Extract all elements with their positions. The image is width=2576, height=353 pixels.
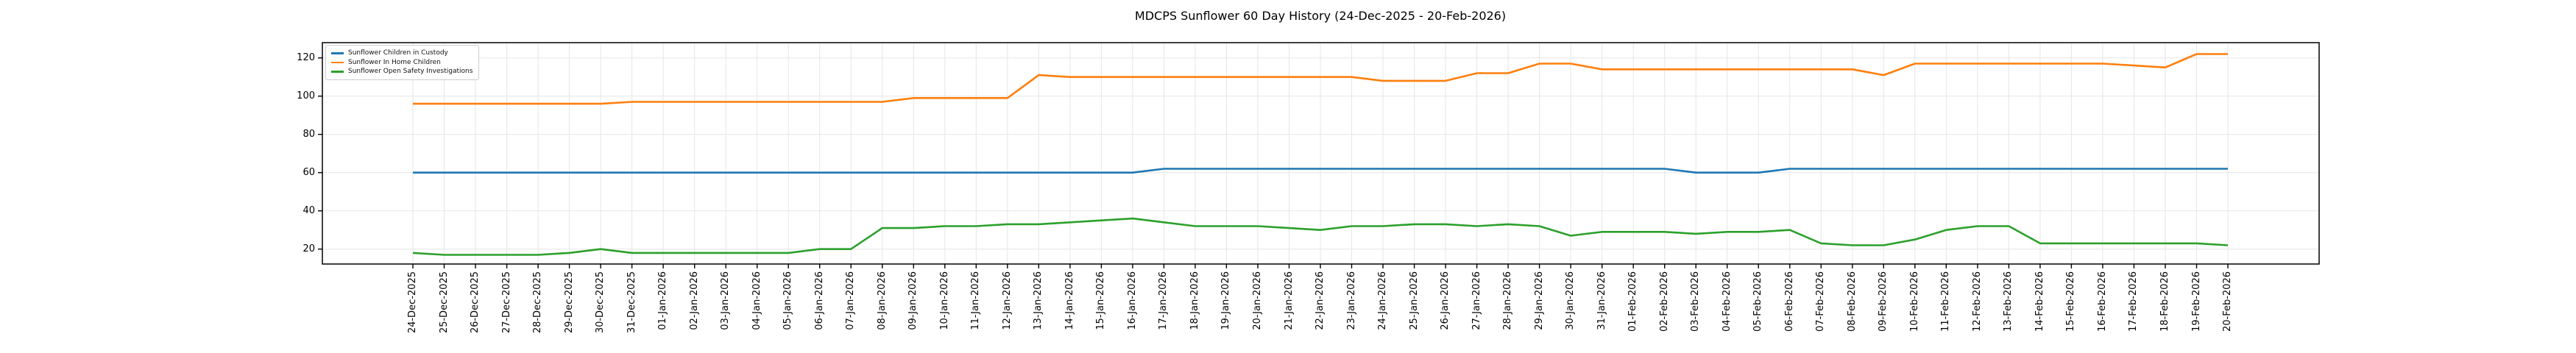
x-tick-label: 16-Jan-2026 <box>1126 271 1138 330</box>
x-tick-label: 21-Jan-2026 <box>1283 271 1295 330</box>
x-tick-label: 20-Jan-2026 <box>1252 271 1263 330</box>
x-tick-label: 05-Jan-2026 <box>782 271 794 330</box>
x-tick-label: 13-Jan-2026 <box>1033 271 1044 330</box>
y-tick-label: 120 <box>297 51 315 63</box>
legend-item-label: Sunflower Open Safety Investigations <box>348 68 473 76</box>
x-tick-label: 14-Jan-2026 <box>1064 271 1075 330</box>
x-tick-label: 27-Dec-2025 <box>500 271 512 334</box>
x-tick-label: 07-Feb-2026 <box>1815 271 1827 332</box>
chart-title: MDCPS Sunflower 60 Day History (24-Dec-2… <box>1134 9 1507 23</box>
x-tick-label: 28-Jan-2026 <box>1502 271 1514 330</box>
x-tick-label: 26-Dec-2025 <box>470 271 481 334</box>
data-series <box>412 53 2229 256</box>
y-tick-label: 80 <box>302 128 315 140</box>
x-tick-label: 01-Feb-2026 <box>1627 271 1639 332</box>
series-line <box>413 53 2228 105</box>
y-tick-label: 60 <box>302 166 315 178</box>
x-tick-label: 01-Jan-2026 <box>657 271 669 330</box>
x-tick-label: 28-Dec-2025 <box>532 271 544 334</box>
x-tick-label: 04-Feb-2026 <box>1721 271 1733 332</box>
x-tick-label: 15-Jan-2026 <box>1095 271 1107 330</box>
legend-item: Sunflower Open Safety Investigations <box>331 67 473 76</box>
x-tick-label: 14-Feb-2026 <box>2034 271 2045 332</box>
x-tick-label: 10-Jan-2026 <box>938 271 950 330</box>
gridlines <box>322 43 2319 264</box>
x-tick-label: 08-Jan-2026 <box>876 271 888 330</box>
legend-item-label: Sunflower In Home Children <box>348 58 441 66</box>
legend: Sunflower Children in Custody Sunflower I… <box>325 45 480 80</box>
x-tick-label: 31-Jan-2026 <box>1596 271 1607 330</box>
x-tick-label: 24-Dec-2025 <box>407 271 418 334</box>
x-tick-label: 17-Jan-2026 <box>1158 271 1170 330</box>
series-line <box>413 168 2228 174</box>
x-tick-label: 18-Feb-2026 <box>2159 271 2170 332</box>
x-tick-label: 02-Feb-2026 <box>1658 271 1670 332</box>
x-tick-label: 11-Feb-2026 <box>1940 271 1952 332</box>
x-tick-label: 03-Jan-2026 <box>720 271 732 330</box>
x-tick-label: 16-Feb-2026 <box>2096 271 2108 332</box>
x-tick-label: 18-Jan-2026 <box>1189 271 1200 330</box>
x-tick-label: 04-Jan-2026 <box>751 271 762 330</box>
x-tick-label: 03-Feb-2026 <box>1690 271 1702 332</box>
plot-spines <box>322 42 2320 265</box>
x-tick-label: 06-Feb-2026 <box>1783 271 1795 332</box>
tick-marks <box>318 57 2229 268</box>
legend-item: Sunflower In Home Children <box>331 58 473 68</box>
legend-item: Sunflower Children in Custody <box>331 49 473 58</box>
x-tick-label: 10-Feb-2026 <box>1908 271 1920 332</box>
x-tick-label: 13-Feb-2026 <box>2003 271 2014 332</box>
x-tick-label: 08-Feb-2026 <box>1846 271 1858 332</box>
x-tick-label: 06-Jan-2026 <box>813 271 825 330</box>
x-tick-label: 09-Jan-2026 <box>907 271 919 330</box>
x-tick-label: 30-Dec-2025 <box>595 271 606 334</box>
y-tick-label: 20 <box>302 243 315 254</box>
x-tick-label: 17-Feb-2026 <box>2128 271 2140 332</box>
x-tick-label: 25-Dec-2025 <box>438 271 450 334</box>
x-tick-label: 27-Jan-2026 <box>1471 271 1482 330</box>
x-tick-label: 31-Dec-2025 <box>626 271 637 334</box>
x-tick-label: 29-Dec-2025 <box>563 271 575 334</box>
x-tick-label: 22-Jan-2026 <box>1314 271 1326 330</box>
legend-item-label: Sunflower Children in Custody <box>348 49 448 57</box>
x-tick-label: 11-Jan-2026 <box>970 271 982 330</box>
x-tick-label: 20-Feb-2026 <box>2222 271 2233 332</box>
legend-line-swatch <box>331 61 344 64</box>
legend-line-swatch <box>331 71 344 73</box>
x-tick-label: 12-Feb-2026 <box>1971 271 1983 332</box>
x-tick-label: 02-Jan-2026 <box>688 271 700 330</box>
x-tick-label: 09-Feb-2026 <box>1878 271 1889 332</box>
x-tick-label: 23-Jan-2026 <box>1345 271 1357 330</box>
x-tick-label: 15-Feb-2026 <box>2065 271 2077 332</box>
x-tick-label: 25-Jan-2026 <box>1408 271 1420 330</box>
x-tick-label: 26-Jan-2026 <box>1440 271 1451 330</box>
x-tick-label: 05-Feb-2026 <box>1752 271 1764 332</box>
x-tick-label: 07-Jan-2026 <box>845 271 857 330</box>
x-tick-label: 19-Jan-2026 <box>1220 271 1232 330</box>
x-tick-label: 24-Jan-2026 <box>1377 271 1388 330</box>
x-tick-label: 12-Jan-2026 <box>1001 271 1013 330</box>
legend-line-swatch <box>331 52 344 54</box>
y-tick-label: 40 <box>302 204 315 216</box>
x-tick-label: 19-Feb-2026 <box>2190 271 2202 332</box>
x-tick-label: 30-Jan-2026 <box>1565 271 1577 330</box>
y-tick-label: 100 <box>297 90 315 101</box>
x-tick-label: 29-Jan-2026 <box>1533 271 1545 330</box>
series-line <box>412 217 2229 256</box>
